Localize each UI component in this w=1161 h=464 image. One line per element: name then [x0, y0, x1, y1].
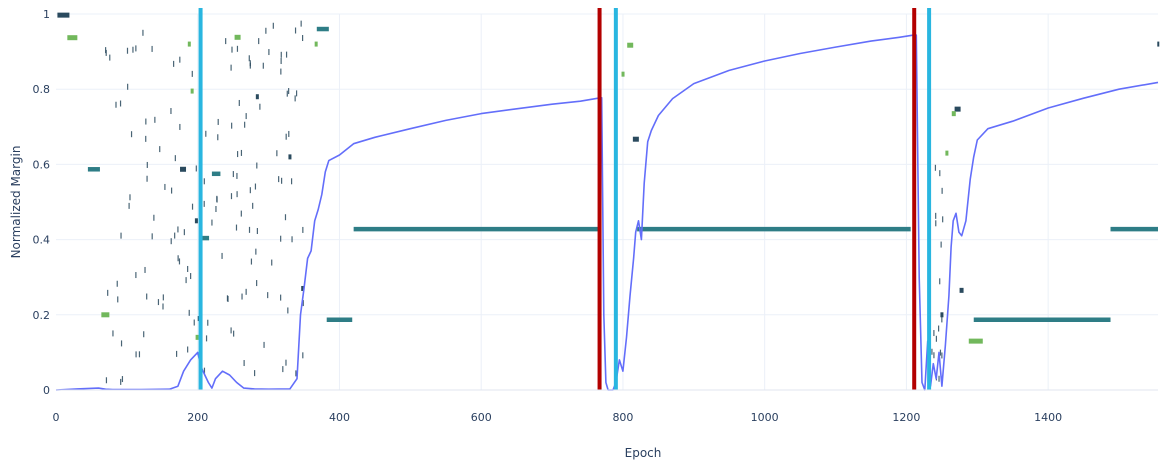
axes: 0 200 400 600 800 1000 1200 1400 0 0.2 0.4 0.6 0.8 1	[33, 8, 1158, 424]
scatter-markers	[57, 12, 1160, 344]
y-axis-title: Normalized Margin	[9, 146, 23, 259]
scatter-marker	[627, 42, 634, 48]
scatter-marker	[190, 88, 194, 94]
scatter-marker	[959, 287, 964, 293]
y-tick-label: 0	[43, 384, 50, 397]
x-tick-label: 1200	[892, 411, 920, 424]
noise-ticks	[105, 20, 944, 385]
scatter-marker	[632, 136, 639, 142]
scatter-marker	[940, 312, 944, 318]
scatter-marker	[234, 34, 241, 40]
y-tick-label: 0.2	[33, 309, 51, 322]
x-tick-label: 600	[471, 411, 492, 424]
scatter-marker	[945, 150, 949, 156]
scatter-marker	[195, 334, 199, 340]
scatter-marker	[67, 35, 78, 41]
y-tick-label: 1	[43, 8, 50, 21]
y-tick-label: 0.6	[33, 158, 51, 171]
x-tick-label: 400	[329, 411, 350, 424]
scatter-marker	[180, 166, 187, 172]
vertical-markers	[198, 8, 932, 390]
scatter-marker	[187, 41, 191, 47]
scatter-marker	[954, 106, 961, 112]
scatter-marker	[951, 111, 956, 117]
horizontal-segments	[87, 26, 1158, 322]
scatter-marker	[621, 71, 625, 77]
x-tick-label: 0	[53, 411, 60, 424]
x-tick-label: 200	[187, 411, 208, 424]
grid	[56, 13, 1158, 390]
scatter-marker	[57, 12, 70, 18]
x-tick-label: 1400	[1034, 411, 1062, 424]
scatter-marker	[288, 154, 292, 160]
scatter-marker	[255, 94, 259, 100]
x-tick-label: 800	[612, 411, 633, 424]
scatter-marker	[301, 285, 305, 291]
scatter-marker	[194, 218, 198, 224]
x-axis-title: Epoch	[625, 446, 662, 460]
scatter-marker	[1157, 41, 1160, 47]
scatter-marker	[101, 312, 110, 318]
scatter-marker	[314, 41, 318, 47]
scatter-marker	[968, 338, 983, 344]
y-tick-label: 0.8	[33, 83, 51, 96]
x-tick-label: 1000	[751, 411, 779, 424]
y-tick-label: 0.4	[33, 234, 51, 247]
